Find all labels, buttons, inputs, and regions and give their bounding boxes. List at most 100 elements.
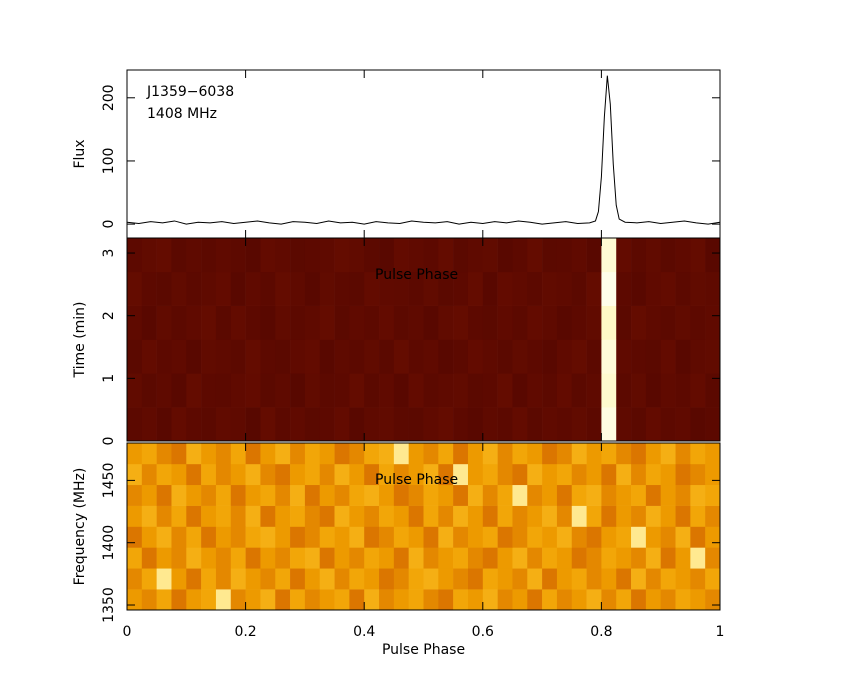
heatmap-cell [319, 373, 335, 408]
heatmap-cell [690, 339, 706, 374]
heatmap-cell [675, 238, 691, 273]
heatmap-cell [542, 238, 558, 273]
heatmap-cell [304, 463, 321, 486]
heatmap-cell [601, 443, 617, 465]
heatmap-cell [705, 463, 721, 486]
heatmap-cell [586, 339, 602, 374]
y-axis-label: Time (min) [72, 301, 88, 378]
heatmap-cell [171, 505, 187, 527]
heatmap-cell [512, 568, 528, 590]
y-axis-label: Frequency (MHz) [72, 468, 88, 586]
heatmap-cell [186, 463, 202, 486]
heatmap-cell [201, 373, 217, 408]
heatmap-cell [675, 526, 691, 548]
heatmap-cell [527, 373, 543, 408]
heatmap-cell [186, 407, 202, 442]
heatmap-cell [230, 271, 246, 306]
heatmap-cell [438, 547, 454, 569]
heatmap-cell [260, 484, 276, 506]
heatmap-cell [616, 305, 632, 340]
heatmap-cell [334, 407, 350, 442]
panel: 0 1 2 3 Time (min) Pulse Phase [72, 237, 721, 445]
heatmap-cell [127, 339, 143, 374]
heatmap-cell [186, 547, 202, 569]
heatmap-cell [230, 443, 246, 465]
heatmap-cell [482, 568, 498, 590]
heatmap-cell [645, 505, 661, 527]
heatmap-cell [379, 238, 395, 273]
heatmap-cell [201, 505, 217, 527]
heatmap-cell [571, 238, 587, 273]
heatmap-cell [438, 484, 454, 506]
heatmap-cell [467, 526, 484, 548]
y-tick-label: 0 [101, 220, 117, 229]
heatmap-cell [705, 373, 721, 408]
heatmap-cell [512, 407, 528, 442]
heatmap-cell [453, 407, 469, 442]
heatmap-cell [616, 505, 632, 527]
heatmap-cell [290, 484, 306, 506]
heatmap-cell [571, 505, 587, 527]
heatmap-cell [438, 373, 454, 408]
heatmap-cell [245, 407, 261, 442]
heatmap-cell [304, 339, 321, 374]
heatmap-cell [482, 526, 498, 548]
heatmap-cell [127, 484, 143, 506]
heatmap-cell [616, 526, 632, 548]
heatmap-cell [616, 407, 632, 442]
heatmap-cell [379, 526, 395, 548]
heatmap-cell [141, 339, 157, 374]
heatmap-cell [482, 339, 498, 374]
x-tick-label: 0 [123, 624, 132, 640]
heatmap-cell [230, 547, 246, 569]
heatmap-cell [631, 238, 647, 273]
heatmap-cell [275, 305, 291, 340]
heatmap-cell [423, 568, 439, 590]
heatmap-cell [705, 547, 721, 569]
heatmap-cell [304, 484, 321, 506]
heatmap-cell [379, 271, 395, 306]
heatmap-cell [556, 373, 573, 408]
heatmap-cell [408, 373, 424, 408]
heatmap-cell [690, 484, 706, 506]
heatmap-cell [586, 305, 602, 340]
heatmap-cell [141, 373, 157, 408]
heatmap-cell [245, 238, 261, 273]
annotation: Pulse Phase [375, 267, 458, 283]
heatmap-cell [675, 547, 691, 569]
heatmap-cell [527, 568, 543, 590]
heatmap-cell [631, 339, 647, 374]
heatmap-cell [542, 589, 558, 611]
heatmap-cell [127, 547, 143, 569]
heatmap-cell [423, 271, 439, 306]
heatmap-cell [408, 443, 424, 465]
heatmap-cell [497, 407, 513, 442]
heatmap-cell [631, 589, 647, 611]
heatmap-cell [512, 443, 528, 465]
heatmap-cell [379, 305, 395, 340]
heatmap-cell [571, 339, 587, 374]
heatmap-cell [319, 568, 335, 590]
heatmap-cell [556, 484, 573, 506]
heatmap-cell [645, 238, 661, 273]
heatmap-cell [349, 463, 365, 486]
heatmap-cell [319, 526, 335, 548]
heatmap-cell [379, 339, 395, 374]
y-tick-label: 1400 [101, 525, 117, 561]
heatmap-cell [127, 238, 143, 273]
heatmap-cell [453, 271, 469, 306]
heatmap-cell [171, 568, 187, 590]
heatmap-cell [127, 443, 143, 465]
heatmap-cell [290, 547, 306, 569]
heatmap-cell [334, 271, 350, 306]
heatmap-cell [245, 373, 261, 408]
heatmap-cell [275, 373, 291, 408]
heatmap-cell [690, 271, 706, 306]
heatmap-cell [497, 484, 513, 506]
heatmap-cell [304, 271, 321, 306]
heatmap-cell [230, 238, 246, 273]
heatmap-cell [245, 547, 261, 569]
heatmap-cell [423, 589, 439, 611]
heatmap-cell [304, 505, 321, 527]
heatmap-cell [512, 526, 528, 548]
